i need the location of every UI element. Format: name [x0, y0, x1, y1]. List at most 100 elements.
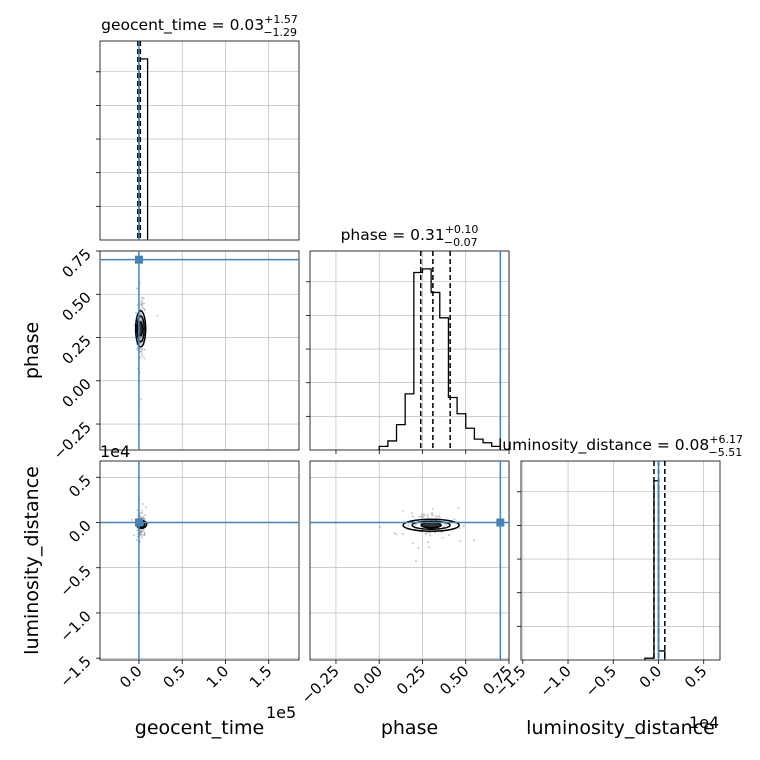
panel-phase-luminosity_distance-point — [417, 546, 420, 549]
panel-geocent_time-luminosity_distance-point — [140, 509, 143, 512]
panel-geocent_time-phase-frame — [99, 250, 300, 451]
panel-geocent_time-phase-point — [143, 357, 146, 360]
hist-luminosity_distance-bars — [644, 480, 666, 660]
panel-geocent_time-luminosity_distance-point — [142, 528, 145, 531]
title-geocent_time-value: geocent_time = 0.03 — [101, 16, 264, 35]
yticklabel-phase-3: 0.50 — [58, 288, 94, 324]
panel-phase-luminosity_distance-point — [410, 511, 413, 514]
title-phase-plus: +0.10 — [445, 223, 479, 236]
panel-phase-luminosity_distance-point — [427, 513, 430, 516]
panel-geocent_time-luminosity_distance-point — [141, 511, 144, 514]
panel-geocent_time-luminosity_distance-point — [139, 512, 142, 515]
title-geocent_time-minus: −1.29 — [263, 26, 297, 39]
title-phase: phase = 0.31+0.10 −0.07 — [341, 223, 479, 249]
xticklabel-luminosity_distance-1: −1.0 — [536, 662, 574, 700]
yticklabel-luminosity_distance-0: −1.5 — [56, 652, 94, 690]
panel-geocent_time-phase-point — [141, 299, 144, 302]
panel-phase-luminosity_distance-point — [431, 507, 434, 510]
panel-phase-luminosity_distance-point — [422, 513, 425, 516]
xticklabel-geocent_time-3: 1.5 — [246, 662, 276, 692]
panel-phase-luminosity_distance-point — [438, 514, 441, 517]
yticklabel-luminosity_distance-3: 0.0 — [65, 517, 95, 547]
panel-geocent_time-luminosity_distance-point — [141, 503, 144, 506]
xticklabel-luminosity_distance-3: 0.0 — [636, 662, 666, 692]
xlabel-luminosity_distance: luminosity_distance — [526, 717, 715, 739]
title-luminosity_distance-plus: +6.17 — [709, 433, 743, 446]
panel-geocent_time-phase-point — [141, 352, 144, 355]
panel-phase-luminosity_distance-point — [411, 515, 414, 518]
panel-phase-luminosity_distance-point — [411, 542, 414, 545]
yticklabel-luminosity_distance-1: −1.0 — [56, 607, 94, 645]
panel-phase-luminosity_distance-point — [427, 541, 430, 544]
panel-phase-luminosity_distance-point — [423, 513, 426, 516]
panel-geocent_time-luminosity_distance-point — [143, 532, 146, 535]
panel-geocent_time-phase-point — [140, 343, 143, 346]
panel-geocent_time-phase-point — [140, 398, 143, 401]
panel-geocent_time-luminosity_distance-point — [139, 533, 142, 536]
panel-geocent_time-phase-point — [139, 312, 142, 315]
panel-geocent_time-phase-point — [142, 297, 145, 300]
title-geocent_time: geocent_time = 0.03+1.57 −1.29 — [101, 13, 298, 39]
xoffset-luminosity_distance: 1e4 — [689, 713, 719, 732]
title-luminosity_distance-minus: −5.51 — [708, 446, 742, 459]
panel-geocent_time-phase-truth-marker — [134, 255, 143, 264]
panel-phase-luminosity_distance-point — [434, 515, 437, 518]
panel-geocent_time-phase-point — [135, 311, 138, 314]
yoffset-luminosity_distance: 1e4 — [100, 442, 130, 461]
panel-phase-luminosity_distance-point — [420, 513, 423, 516]
panel-phase-luminosity_distance-point — [401, 509, 404, 512]
xticklabel-luminosity_distance-2: −0.5 — [582, 662, 620, 700]
title-luminosity_distance: luminosity_distance = 0.08+6.17 −5.51 — [498, 433, 743, 459]
panel-phase-luminosity_distance-point — [418, 515, 421, 518]
panel-phase-luminosity_distance-point — [393, 532, 396, 535]
panel-geocent_time-phase-point — [143, 309, 146, 312]
panel-geocent_time-phase-point — [136, 287, 139, 290]
panel-geocent_time-luminosity_distance-frame — [99, 460, 300, 661]
panel-phase-luminosity_distance-point — [422, 515, 425, 518]
xticklabel-phase-0: −0.25 — [298, 662, 343, 707]
panel-geocent_time-phase-point — [156, 314, 159, 317]
panel-phase-luminosity_distance-point — [448, 534, 451, 537]
yticklabel-phase-1: 0.00 — [58, 375, 94, 411]
title-phase-value: phase = 0.31 — [341, 226, 445, 244]
panel-phase-luminosity_distance-point — [458, 527, 461, 530]
yticklabel-luminosity_distance-2: −0.5 — [56, 562, 94, 600]
panel-phase-luminosity_distance-point — [415, 523, 418, 526]
panel-phase-luminosity_distance-point — [441, 536, 444, 539]
panel-geocent_time-phase-point — [143, 302, 146, 305]
xticklabel-phase-3: 0.50 — [436, 662, 472, 698]
panel-phase-luminosity_distance-point — [472, 539, 475, 542]
panel-geocent_time-luminosity_distance-point — [144, 513, 147, 516]
panel-geocent_time-luminosity_distance-point — [140, 536, 143, 539]
xticklabel-phase-2: 0.25 — [393, 662, 429, 698]
panel-geocent_time-phase-point — [141, 296, 144, 299]
xticklabel-geocent_time-1: 0.5 — [159, 662, 189, 692]
panel-phase-luminosity_distance-contour-1 — [411, 520, 451, 530]
panel-geocent_time-luminosity_distance-point — [140, 530, 143, 533]
xticklabel-geocent_time-0: 0.0 — [116, 662, 146, 692]
panel-phase-luminosity_distance-frame — [309, 460, 510, 661]
panel-phase-luminosity_distance-point — [402, 533, 405, 536]
yticklabel-luminosity_distance-4: 0.5 — [65, 471, 95, 501]
hist-phase-bars — [378, 268, 501, 450]
hist-luminosity_distance-frame — [520, 460, 721, 661]
panel-geocent_time-phase-point — [133, 324, 136, 327]
panel-geocent_time-phase-point — [141, 347, 144, 350]
panel-geocent_time-phase-point — [140, 350, 143, 353]
panel-geocent_time-phase-point — [143, 307, 146, 310]
hist-phase-frame — [309, 250, 510, 451]
panel-phase-luminosity_distance-contour-0 — [402, 518, 460, 532]
ylabel-luminosity_distance: luminosity_distance — [21, 466, 43, 655]
panel-phase-luminosity_distance-point — [438, 516, 441, 519]
panel-phase-luminosity_distance-points — [379, 507, 475, 562]
panel-geocent_time-luminosity_distance-point — [136, 529, 139, 532]
xticklabel-luminosity_distance-4: 0.5 — [681, 662, 711, 692]
panel-geocent_time-phase-point — [140, 303, 143, 306]
panel-geocent_time-luminosity_distance-point — [143, 533, 146, 536]
panel-phase-luminosity_distance-point — [407, 524, 410, 527]
title-phase-minus: −0.07 — [444, 236, 478, 249]
xlabel-phase: phase — [381, 717, 438, 739]
panel-phase-luminosity_distance-point — [453, 518, 456, 521]
